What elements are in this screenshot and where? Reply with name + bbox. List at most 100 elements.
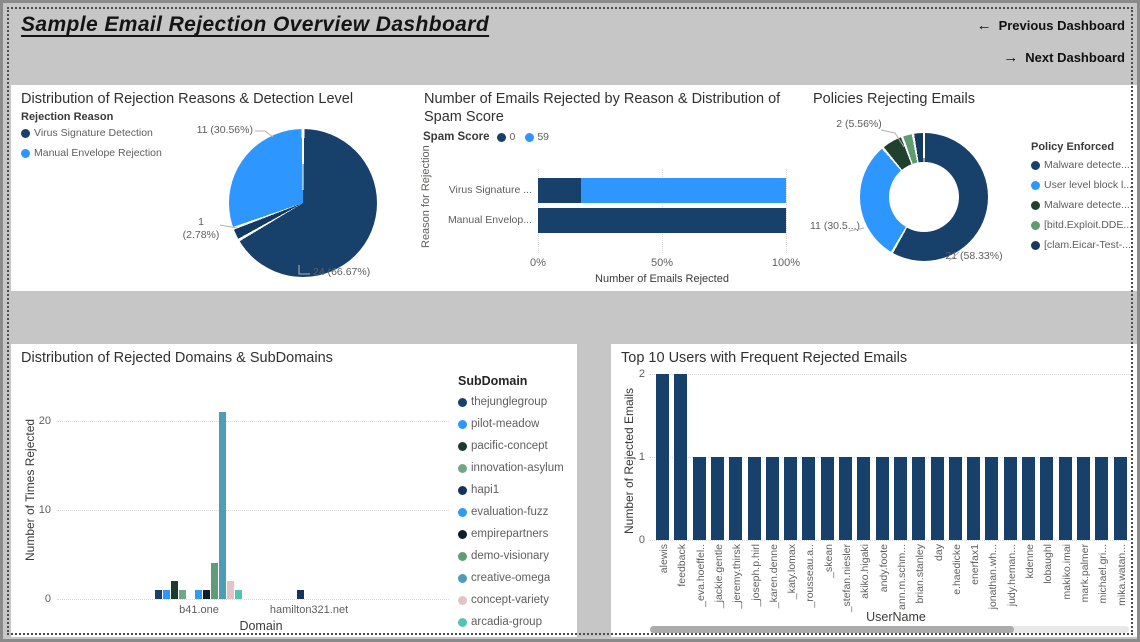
bar[interactable]	[820, 457, 834, 540]
bar[interactable]	[163, 590, 170, 599]
bar[interactable]	[875, 457, 889, 540]
stacked-bar[interactable]	[538, 208, 786, 233]
bar[interactable]	[656, 374, 669, 540]
legend-title: Spam Score	[423, 131, 490, 143]
bar[interactable]	[1076, 457, 1090, 540]
legend-label: creative-omega	[471, 572, 551, 584]
bar[interactable]	[203, 590, 210, 599]
legend-item[interactable]: Manual Envelope Rejection	[21, 143, 162, 163]
legend-item[interactable]: arcadia-group	[458, 611, 573, 633]
horizontal-scrollbar-track[interactable]	[650, 626, 1129, 633]
bar[interactable]	[227, 581, 234, 599]
bar[interactable]	[930, 457, 944, 540]
legend-item[interactable]: innovation-asylum	[458, 457, 573, 479]
bar[interactable]	[171, 581, 178, 599]
legend-dot-icon	[458, 441, 467, 451]
bar[interactable]	[211, 563, 218, 599]
legend-item[interactable]: Malware detecte...	[1031, 195, 1133, 215]
legend-item[interactable]: [clam.Eicar-Test-...	[1031, 235, 1133, 255]
x-axis-category-label: judy.heman...	[1005, 544, 1018, 607]
x-axis-category-label: feedback	[676, 544, 689, 587]
legend-label: innovation-asylum	[471, 462, 564, 474]
bar[interactable]	[297, 590, 304, 599]
legend-item[interactable]: 59	[525, 131, 549, 143]
legend-item[interactable]: evaluation-fuzz	[458, 501, 573, 523]
bar[interactable]	[1058, 457, 1072, 540]
legend-item[interactable]: demo-visionary	[458, 545, 573, 567]
bar[interactable]	[839, 457, 852, 540]
bar[interactable]	[1095, 457, 1109, 540]
legend-dot-icon	[1031, 160, 1040, 170]
legend-dot-icon	[497, 132, 507, 142]
bar[interactable]	[1022, 457, 1035, 540]
bar[interactable]	[985, 457, 999, 540]
legend-item[interactable]: User level block l...	[1031, 175, 1133, 195]
bar[interactable]	[1040, 457, 1054, 540]
x-axis-category-label: mika.watan...	[1115, 544, 1128, 606]
bar[interactable]	[710, 457, 724, 540]
next-dashboard-link[interactable]: → Next Dashboard	[1003, 50, 1125, 65]
bar[interactable]	[857, 457, 871, 540]
rejection-reasons-pie-chart[interactable]	[229, 129, 377, 277]
legend-label: demo-visionary	[471, 550, 549, 562]
legend-item[interactable]: pacific-concept	[458, 435, 573, 457]
legend-dot-icon	[458, 573, 467, 583]
x-axis-category-label: _rousseau.a..	[804, 544, 817, 608]
legend-item[interactable]: Virus Signature Detection	[21, 123, 162, 143]
y-tick-label: 2	[638, 368, 645, 380]
legend-label: hapi1	[471, 484, 500, 496]
legend-item[interactable]: [bitd.Exploit.DDE...	[1031, 215, 1133, 235]
bar[interactable]	[692, 457, 706, 540]
gridline	[57, 510, 449, 511]
x-axis-category-label: makiko.imai	[1060, 544, 1073, 600]
bar[interactable]	[893, 457, 907, 540]
legend-item[interactable]: thejunglegroup	[458, 391, 573, 413]
legend-item[interactable]: empirepartners	[458, 523, 573, 545]
left-arrow-icon: ←	[976, 17, 992, 34]
bar[interactable]	[179, 590, 186, 599]
legend-label: 0	[509, 131, 516, 143]
y-axis-title: Reason for Rejection	[420, 145, 432, 248]
bar[interactable]	[1003, 457, 1017, 540]
bar[interactable]	[747, 457, 761, 540]
bar[interactable]	[912, 457, 926, 540]
bar[interactable]	[948, 457, 962, 540]
policies-donut-chart[interactable]	[860, 133, 988, 261]
bar[interactable]	[729, 457, 743, 540]
x-axis-category-label: _skean	[822, 544, 835, 578]
horizontal-scrollbar-thumb[interactable]	[650, 626, 1014, 633]
legend-item[interactable]: pilot-meadow	[458, 413, 573, 435]
bar[interactable]	[674, 374, 688, 540]
legend-dot-icon	[458, 507, 467, 517]
legend-item[interactable]: hapi1	[458, 479, 573, 501]
x-axis-title: Number of Emails Rejected	[595, 273, 729, 285]
stacked-bar[interactable]	[538, 178, 786, 203]
x-axis-category-label: michael.gri...	[1097, 544, 1110, 604]
legend-item[interactable]: creative-omega	[458, 567, 573, 589]
legend-item[interactable]: 0	[497, 131, 515, 143]
bar[interactable]	[195, 590, 202, 599]
bar[interactable]	[967, 457, 981, 540]
bar[interactable]	[802, 457, 816, 540]
bar[interactable]	[219, 412, 226, 599]
donut-hole	[889, 162, 959, 232]
legend-dot-icon	[458, 419, 467, 429]
bar[interactable]	[235, 590, 242, 599]
legend-label: arcadia-group	[471, 616, 542, 628]
x-axis-category-label: _karen.denne	[767, 544, 780, 609]
bar[interactable]	[155, 590, 162, 599]
right-arrow-icon: →	[1003, 49, 1019, 66]
bar-segment[interactable]	[580, 178, 786, 203]
legend-item[interactable]: Malware detecte...	[1031, 155, 1133, 175]
bar[interactable]	[765, 457, 779, 540]
bar[interactable]	[784, 457, 798, 540]
bar-segment[interactable]	[538, 208, 786, 233]
legend-dot-icon	[1031, 240, 1040, 250]
x-tick-label: 100%	[771, 257, 801, 269]
gridline	[649, 457, 1131, 458]
bar[interactable]	[1113, 457, 1127, 540]
bar-segment[interactable]	[538, 178, 581, 203]
legend-item[interactable]: concept-variety	[458, 589, 573, 611]
previous-dashboard-link[interactable]: ← Previous Dashboard	[977, 18, 1125, 33]
legend-dot-icon	[21, 128, 30, 138]
